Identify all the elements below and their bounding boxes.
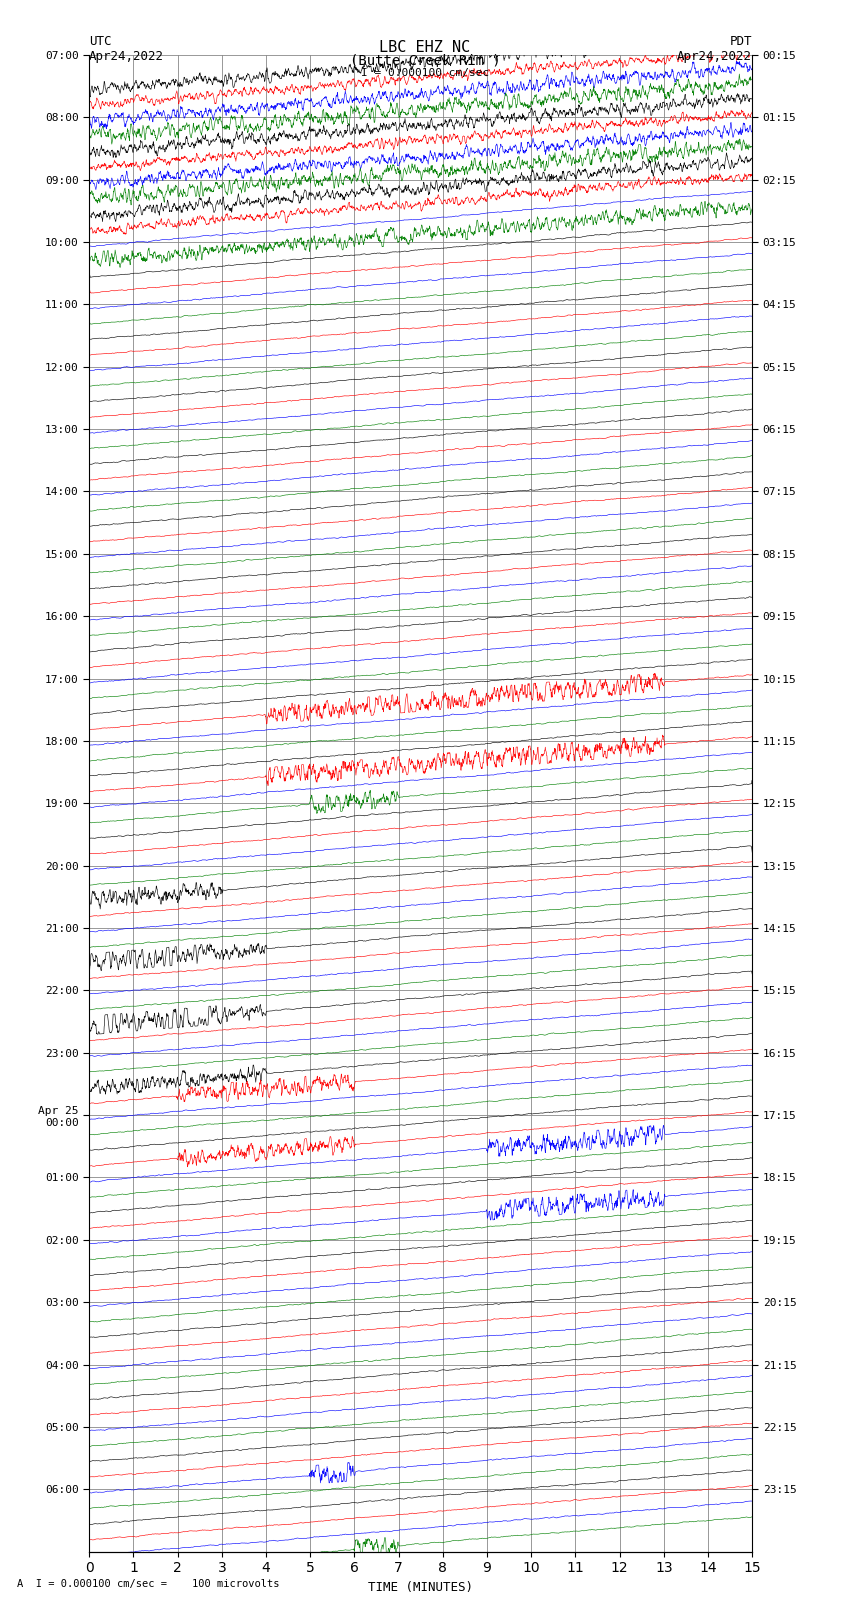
Text: UTC: UTC [89, 35, 111, 48]
Text: LBC EHZ NC: LBC EHZ NC [379, 40, 471, 55]
Text: PDT: PDT [730, 35, 752, 48]
X-axis label: TIME (MINUTES): TIME (MINUTES) [368, 1581, 473, 1594]
Text: (Butte Creek Rim ): (Butte Creek Rim ) [349, 53, 501, 68]
Text: Apr24,2022: Apr24,2022 [89, 50, 164, 63]
Text: A  I = 0.000100 cm/sec =    100 microvolts: A I = 0.000100 cm/sec = 100 microvolts [17, 1579, 280, 1589]
Text: I = 0.000100 cm/sec: I = 0.000100 cm/sec [361, 68, 489, 77]
Text: Apr24,2022: Apr24,2022 [677, 50, 752, 63]
